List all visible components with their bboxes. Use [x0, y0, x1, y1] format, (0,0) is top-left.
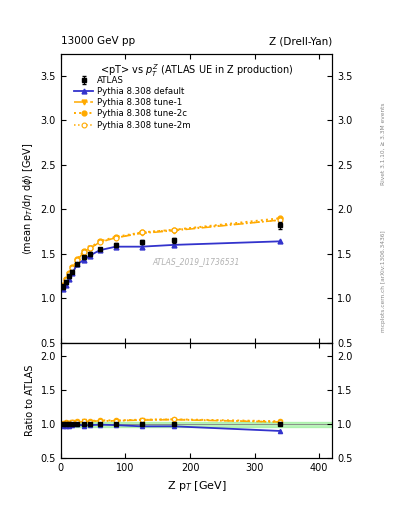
Pythia 8.308 default: [70, 270, 75, 276]
Pythia 8.308 tune-1: [60, 283, 65, 289]
Pythia 8.308 tune-2c: [67, 270, 72, 276]
Pythia 8.308 tune-1: [67, 271, 72, 278]
Pythia 8.308 tune-2c: [278, 215, 283, 221]
Text: Z (Drell-Yan): Z (Drell-Yan): [269, 36, 332, 46]
Pythia 8.308 tune-2m: [88, 245, 92, 251]
Pythia 8.308 default: [60, 286, 65, 292]
Line: Pythia 8.308 tune-2c: Pythia 8.308 tune-2c: [60, 216, 283, 287]
Pythia 8.308 default: [139, 244, 144, 250]
Pythia 8.308 tune-2m: [70, 265, 75, 271]
Pythia 8.308 tune-1: [81, 249, 86, 255]
Pythia 8.308 tune-2m: [171, 227, 176, 233]
Y-axis label: $\langle$mean p$_T$/d$\eta$ d$\phi\rangle$ [GeV]: $\langle$mean p$_T$/d$\eta$ d$\phi\rangl…: [21, 142, 35, 254]
Pythia 8.308 tune-2m: [278, 217, 283, 223]
Pythia 8.308 default: [81, 257, 86, 263]
Pythia 8.308 default: [88, 252, 92, 259]
Line: Pythia 8.308 default: Pythia 8.308 default: [60, 239, 283, 292]
Pythia 8.308 default: [278, 238, 283, 244]
Legend: ATLAS, Pythia 8.308 default, Pythia 8.308 tune-1, Pythia 8.308 tune-2c, Pythia 8: ATLAS, Pythia 8.308 default, Pythia 8.30…: [71, 73, 195, 133]
Pythia 8.308 tune-2m: [60, 283, 65, 289]
Pythia 8.308 default: [67, 275, 72, 282]
X-axis label: Z p$_T$ [GeV]: Z p$_T$ [GeV]: [167, 479, 226, 493]
Pythia 8.308 tune-2m: [81, 249, 86, 255]
Pythia 8.308 tune-1: [97, 239, 102, 245]
Pythia 8.308 tune-2m: [139, 229, 144, 236]
Pythia 8.308 tune-2c: [63, 275, 68, 282]
Pythia 8.308 tune-2c: [60, 282, 65, 288]
Text: ATLAS_2019_I1736531: ATLAS_2019_I1736531: [153, 257, 240, 266]
Pythia 8.308 tune-1: [63, 278, 68, 284]
Text: 13000 GeV pp: 13000 GeV pp: [61, 36, 135, 46]
Pythia 8.308 tune-2m: [63, 276, 68, 283]
Y-axis label: Ratio to ATLAS: Ratio to ATLAS: [25, 365, 35, 436]
Pythia 8.308 tune-1: [75, 258, 79, 264]
Pythia 8.308 default: [171, 242, 176, 248]
Text: mcplots.cern.ch [arXiv:1306.3436]: mcplots.cern.ch [arXiv:1306.3436]: [381, 231, 386, 332]
Pythia 8.308 tune-1: [114, 234, 118, 241]
Pythia 8.308 default: [63, 282, 68, 288]
Pythia 8.308 tune-2m: [67, 271, 72, 278]
Pythia 8.308 tune-2c: [139, 229, 144, 236]
Pythia 8.308 tune-2c: [70, 264, 75, 270]
Pythia 8.308 tune-1: [139, 230, 144, 237]
Pythia 8.308 tune-2m: [97, 239, 102, 245]
Pythia 8.308 default: [114, 244, 118, 250]
Line: Pythia 8.308 tune-2m: Pythia 8.308 tune-2m: [60, 218, 283, 288]
Text: Rivet 3.1.10, ≥ 3.3M events: Rivet 3.1.10, ≥ 3.3M events: [381, 102, 386, 185]
Pythia 8.308 tune-2m: [114, 234, 118, 241]
Pythia 8.308 default: [75, 261, 79, 267]
Pythia 8.308 tune-2c: [114, 234, 118, 240]
Pythia 8.308 tune-2c: [97, 238, 102, 244]
Pythia 8.308 tune-1: [278, 217, 283, 223]
Pythia 8.308 tune-2c: [88, 245, 92, 251]
Pythia 8.308 tune-2m: [75, 257, 79, 263]
Text: <pT> vs $p_T^Z$ (ATLAS UE in Z production): <pT> vs $p_T^Z$ (ATLAS UE in Z productio…: [99, 62, 294, 79]
Pythia 8.308 tune-1: [171, 228, 176, 234]
Pythia 8.308 tune-1: [70, 265, 75, 271]
Pythia 8.308 tune-2c: [171, 227, 176, 233]
Pythia 8.308 tune-1: [88, 245, 92, 251]
Pythia 8.308 default: [97, 247, 102, 253]
Line: Pythia 8.308 tune-1: Pythia 8.308 tune-1: [60, 218, 283, 288]
Pythia 8.308 tune-2c: [75, 256, 79, 262]
Bar: [61, 421, 332, 427]
Pythia 8.308 tune-2c: [81, 248, 86, 254]
